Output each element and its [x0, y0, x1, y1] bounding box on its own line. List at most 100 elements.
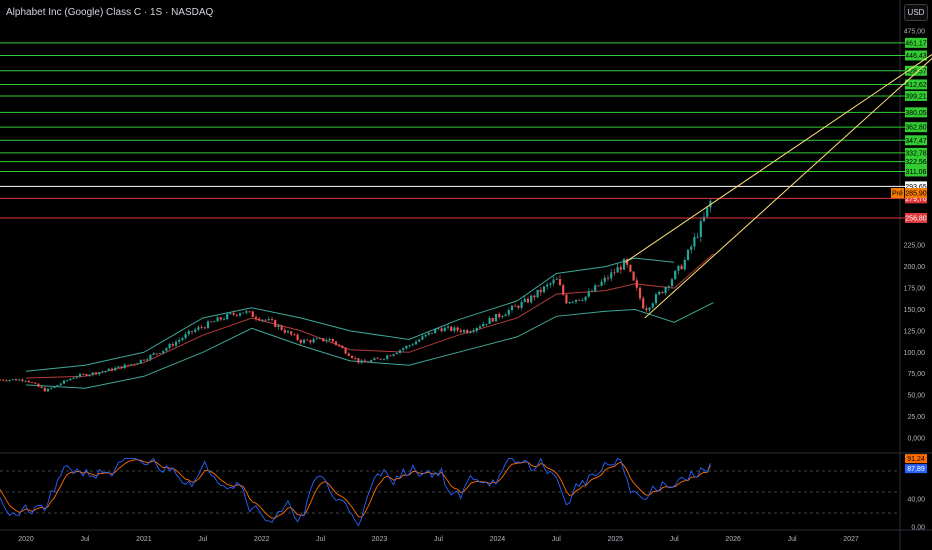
candle-body: [357, 358, 360, 363]
price-level-label: 428,57: [905, 68, 927, 75]
candle-body: [139, 359, 142, 364]
candle-body: [168, 343, 171, 349]
price-level-label: 322,56: [905, 159, 927, 166]
candle-body: [88, 374, 91, 376]
candle-body: [155, 353, 158, 355]
stoch-k-tag: [905, 454, 927, 464]
pre-market-badge-label: Pré: [892, 191, 903, 198]
candle-body: [478, 326, 482, 328]
candle-body: [245, 311, 248, 313]
candle-body: [370, 360, 373, 362]
candle-body: [485, 323, 488, 325]
candle-body: [533, 295, 536, 298]
candle-body: [674, 270, 677, 280]
candle-body: [693, 237, 696, 247]
candle-body: [670, 279, 674, 287]
candle-body: [290, 331, 293, 335]
candle-body: [91, 372, 94, 375]
candle-body: [421, 336, 424, 340]
candle-body: [187, 331, 190, 335]
candle-body: [248, 311, 251, 313]
candle-body: [683, 259, 686, 270]
candle-body: [424, 334, 427, 337]
candle-body: [232, 313, 235, 315]
stoch-axis-tick: 0,00: [911, 525, 925, 532]
price-level-tag: [905, 50, 927, 61]
candle-body: [379, 358, 382, 360]
pre-market-price-tag: [905, 188, 927, 199]
price-level-tag: [905, 147, 927, 158]
candle-body: [571, 301, 574, 303]
candle-body: [517, 305, 520, 308]
candle-body: [373, 358, 376, 361]
candle-body: [322, 338, 325, 342]
candle-body: [494, 314, 498, 322]
candle-body: [270, 319, 274, 321]
candle-body: [40, 386, 43, 388]
candle-body: [638, 287, 642, 299]
candle-body: [8, 379, 11, 381]
candle-body: [85, 374, 88, 376]
candle-body: [286, 331, 290, 333]
candle-body: [181, 338, 184, 340]
price-axis[interactable]: 475,00 225,00 200,00 175,00 150,00 125,00 100,…: [904, 29, 926, 443]
candle-body: [453, 327, 456, 331]
price-level-tag: [905, 79, 927, 90]
price-axis-tick: 150,00: [904, 307, 926, 314]
price-levels[interactable]: 461,17 446,43 428,57 412,62 399,21 380,05 362,…: [0, 37, 927, 223]
candle-body: [405, 345, 408, 349]
candle-body: [542, 286, 546, 293]
candle-body: [619, 267, 622, 270]
candle-body: [197, 327, 200, 330]
trendline-lower[interactable]: [644, 43, 932, 319]
candle-body: [530, 295, 533, 303]
trendline-upper[interactable]: [624, 43, 932, 263]
candle-body: [133, 364, 136, 366]
trendlines[interactable]: [624, 43, 932, 319]
price-level-tag: [905, 212, 927, 223]
candle-body: [491, 318, 494, 322]
time-axis-tick: Jul: [434, 536, 443, 543]
price-axis-tick: 125,00: [904, 328, 926, 335]
candle-body: [254, 316, 258, 319]
candle-body: [62, 380, 66, 384]
candle-body: [622, 259, 626, 270]
candle-body: [14, 379, 18, 381]
candle-body: [648, 307, 651, 311]
candle-body: [258, 318, 261, 321]
candle-body: [584, 296, 587, 301]
candle-body: [389, 355, 392, 357]
time-axis-tick: Jul: [316, 536, 325, 543]
price-level-tag: [905, 107, 927, 118]
price-level-tag: [905, 135, 927, 146]
time-axis-tick: Jul: [670, 536, 679, 543]
candle-body: [459, 330, 462, 333]
time-axis-tick: Jul: [788, 536, 797, 543]
candle-body: [363, 360, 366, 362]
candle-body: [651, 303, 654, 308]
candle-body: [667, 286, 670, 288]
candle-body: [299, 339, 302, 343]
candle-body: [526, 298, 530, 303]
time-axis[interactable]: 2020 Jul 2021 Jul 2022 Jul 2023 Jul 2024 Jul 2025 J…: [18, 536, 859, 543]
price-level-tag: [905, 193, 927, 204]
candle-body: [30, 382, 34, 384]
time-axis-tick: 2021: [136, 536, 152, 543]
candle-body: [546, 284, 549, 287]
candle-body: [149, 354, 152, 360]
candle-body: [82, 373, 85, 375]
stoch-d-line: [0, 459, 711, 519]
pre-market-badge: [891, 188, 904, 199]
candle-body: [56, 385, 59, 387]
price-level-tag: [905, 122, 927, 133]
price-level-tag: [905, 90, 927, 101]
candle-body: [626, 259, 629, 265]
candle-body: [229, 313, 232, 315]
candle-body: [251, 311, 254, 317]
candle-body: [696, 236, 699, 238]
price-level-tag: [905, 166, 927, 177]
candle-body: [78, 373, 82, 377]
price-level-label: 293,65: [905, 184, 927, 191]
currency-button[interactable]: USD: [904, 4, 928, 21]
